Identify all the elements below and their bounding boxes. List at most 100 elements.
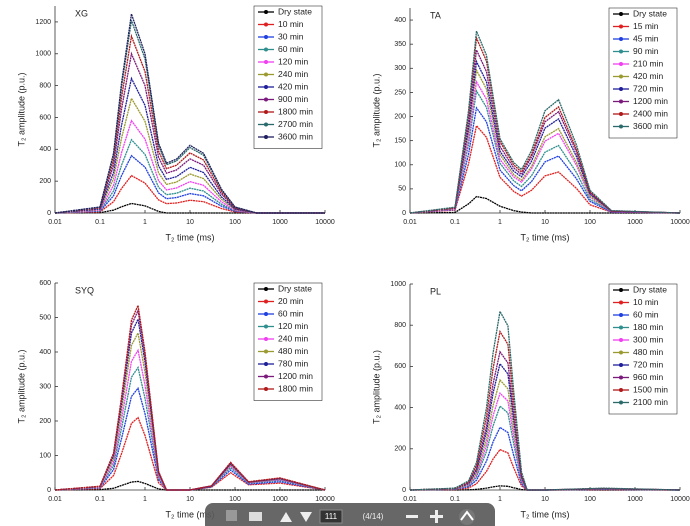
x-tick-label: 0.01 <box>403 219 417 226</box>
legend-marker <box>264 22 268 27</box>
y-axis-label: T₂ amplitude (p.u.) <box>16 349 26 423</box>
x-tick-label: 1000 <box>272 219 288 226</box>
legend-label: 420 min <box>278 81 309 91</box>
toolbar-bg <box>205 503 495 526</box>
y-tick-label: 0 <box>402 487 406 494</box>
legend-marker <box>264 85 268 89</box>
legend-marker <box>264 72 268 77</box>
legend-label: 480 min <box>633 347 664 357</box>
series-line <box>409 124 681 214</box>
chart-panel: 0 100 200 300 400 500 600 0.01 0.1 1 10 100 1000 1000… <box>16 280 334 520</box>
y-tick-label: 200 <box>394 113 406 120</box>
series-line <box>54 480 325 491</box>
x-tick-label: 1 <box>143 219 147 226</box>
legend-marker <box>264 349 268 354</box>
y-tick-label: 1000 <box>35 51 51 58</box>
legend-marker <box>264 10 268 14</box>
y-tick-label: 0 <box>47 210 51 217</box>
legend-label: 960 min <box>633 372 664 382</box>
print-button[interactable] <box>249 512 262 521</box>
legend-marker <box>264 374 268 379</box>
next-page-button[interactable] <box>300 512 312 522</box>
y-tick-label: 300 <box>39 383 51 390</box>
legend-marker <box>264 122 268 127</box>
series-line <box>54 138 325 214</box>
x-tick-label: 0.1 <box>450 219 460 226</box>
x-tick-label: 1000 <box>272 496 288 503</box>
save-button[interactable] <box>226 510 237 521</box>
legend-label: 10 min <box>278 19 304 29</box>
legend-marker <box>619 375 623 380</box>
legend-label: 3600 min <box>278 131 313 141</box>
legend-label: Dry state <box>278 283 312 293</box>
legend-label: 1200 min <box>278 371 313 381</box>
x-tick-label: 0.1 <box>450 496 460 503</box>
x-tick-label: 0.01 <box>48 496 62 503</box>
series-line <box>409 68 681 214</box>
pdf-toolbar: 111 (4/14) <box>205 503 495 526</box>
y-tick-label: 400 <box>394 17 406 24</box>
y-tick-label: 800 <box>39 82 51 89</box>
legend-label: 120 min <box>278 321 309 331</box>
legend-label: 780 min <box>278 358 309 368</box>
home-icon <box>460 510 474 521</box>
legend-label: 900 min <box>278 94 309 104</box>
chart-title: PL <box>430 286 441 296</box>
legend-marker <box>264 387 268 391</box>
zoom-out-button[interactable] <box>406 515 418 518</box>
legend-marker <box>619 338 623 342</box>
page-input[interactable] <box>319 509 343 524</box>
x-tick-label: 100 <box>229 219 241 226</box>
legend-label: 120 min <box>278 56 309 66</box>
legend-label: 45 min <box>633 33 659 43</box>
y-tick-label: 0 <box>402 210 406 217</box>
legend-label: 2400 min <box>633 108 668 118</box>
legend-marker <box>619 87 623 91</box>
series-line <box>409 79 681 214</box>
x-tick-label: 10000 <box>670 219 690 226</box>
x-tick-label: 1 <box>143 496 147 503</box>
y-tick-label: 0 <box>47 487 51 494</box>
series-line <box>409 59 681 214</box>
y-tick-label: 800 <box>394 322 406 329</box>
y-tick-label: 200 <box>39 418 51 425</box>
legend-label: 210 min <box>633 58 664 68</box>
legend-label: Dry state <box>633 8 667 18</box>
legend-label: 20 min <box>278 296 304 306</box>
series-line <box>409 195 680 214</box>
legend-marker <box>264 60 268 64</box>
legend-label: 480 min <box>278 346 309 356</box>
series-line <box>54 202 325 214</box>
x-tick-label: 100 <box>584 496 596 503</box>
y-tick-label: 50 <box>398 186 406 193</box>
legend-marker <box>619 24 623 29</box>
legend-marker <box>619 49 623 54</box>
y-tick-label: 500 <box>39 314 51 321</box>
y-axis-label: T₂ amplitude (p.u.) <box>371 73 381 147</box>
home-button[interactable] <box>459 509 475 525</box>
y-tick-label: 400 <box>394 404 406 411</box>
y-tick-label: 100 <box>39 452 51 459</box>
legend-marker <box>264 299 268 304</box>
legend-marker <box>619 124 623 129</box>
x-tick-label: 10 <box>186 219 194 226</box>
chart-panel: 0 200 400 600 800 1000 1200 0.01 0.1 1 10 100 1000 10… <box>16 5 335 242</box>
prev-page-button[interactable] <box>280 512 292 522</box>
legend-marker <box>619 74 623 79</box>
x-tick-label: 10000 <box>315 496 335 503</box>
legend-label: 420 min <box>633 71 664 81</box>
legend-marker <box>619 62 623 66</box>
y-tick-label: 600 <box>39 280 51 287</box>
legend-label: 240 min <box>278 69 309 79</box>
series-line <box>54 51 325 214</box>
chart-title: SYQ <box>75 285 94 295</box>
legend-label: 720 min <box>633 83 664 93</box>
x-tick-label: 0.01 <box>403 496 417 503</box>
x-tick-label: 10 <box>541 219 549 226</box>
legend-label: 300 min <box>633 334 664 344</box>
x-tick-label: 10000 <box>315 219 335 226</box>
x-tick-label: 1000 <box>627 219 643 226</box>
zoom-in-button[interactable] <box>430 510 443 523</box>
y-tick-label: 300 <box>394 65 406 72</box>
